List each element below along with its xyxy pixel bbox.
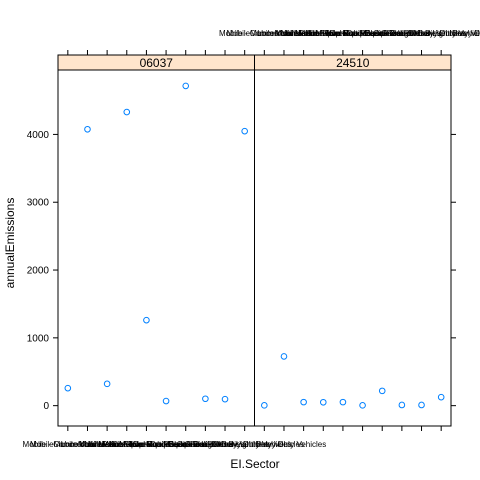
data-point xyxy=(319,398,327,406)
x-tick-label: Mobile - Aircraft xyxy=(79,440,135,449)
x-tick-label: Mobile - On-Road Gasoline Light Duty Veh… xyxy=(299,29,466,38)
x-tick-label: Mobile - On-Road Gasoline Heavy Duty Veh… xyxy=(119,440,292,449)
x-tick-label: Mobile - Commercial Marine Vessels xyxy=(219,29,349,38)
data-point xyxy=(418,401,425,409)
x-tick-label: Mobile - Non-Road Equipment - Gasoline xyxy=(250,29,397,38)
x-tick-label: Mobile - Non-Road Equipment - Diesel xyxy=(274,29,411,38)
x-tick-label: Mobile - On-Road Gasoline Light Duty Veh… xyxy=(102,440,269,449)
data-point xyxy=(437,393,445,401)
x-tick-label: Mobile - Non-Road Equipment - Other xyxy=(99,440,234,449)
x-tick-label: Mobile - Non-Road Equipment - Diesel xyxy=(78,440,215,449)
data-point xyxy=(378,387,386,395)
y-tick-label: 0 xyxy=(43,401,49,412)
panel-strip-label: 06037 xyxy=(140,56,174,70)
x-tick-label: Mobile - On-Road Diesel Heavy Duty Vehic… xyxy=(163,440,326,449)
data-point xyxy=(182,82,190,90)
data-point xyxy=(143,316,150,324)
data-point xyxy=(398,401,406,409)
x-tick-label: Mobile - Locomotives xyxy=(227,29,303,38)
x-tick-label: Mobile - Non-Road Equipment - Other xyxy=(295,29,430,38)
data-point xyxy=(123,108,131,116)
data-point xyxy=(221,395,229,403)
data-point xyxy=(339,398,347,406)
data-point xyxy=(300,398,307,406)
y-tick-label: 1000 xyxy=(27,333,50,344)
x-tick-label: Mobile - Aircraft xyxy=(276,29,332,38)
data-point xyxy=(202,395,209,403)
x-tick-label: Mobile - Locomotives xyxy=(30,440,106,449)
x-tick-label: Mobile - Non-Road Equipment - Gasoline xyxy=(54,440,201,449)
x-tick-label: Mobile - On-Road Diesel Light Duty Vehic… xyxy=(343,29,480,38)
x-tick-label: Mobile - On-Road Diesel Light Duty Vehic… xyxy=(146,440,304,449)
data-point xyxy=(64,384,72,392)
y-tick-label: 3000 xyxy=(27,198,50,209)
panel-frame xyxy=(254,69,452,427)
y-tick-label: 2000 xyxy=(27,266,50,277)
x-tick-label: Mobile - On-Road Diesel Heavy Duty Vehic… xyxy=(360,29,480,38)
data-point xyxy=(241,127,248,135)
x-tick-label: Mobile - Commercial Marine Vessels xyxy=(23,440,153,449)
data-point xyxy=(84,125,91,133)
panel-frame xyxy=(57,69,255,427)
data-point xyxy=(103,380,111,388)
data-point xyxy=(162,397,170,405)
data-point xyxy=(359,402,366,409)
panel-strip-label: 24510 xyxy=(336,56,370,70)
x-axis-title: EI.Sector xyxy=(230,457,279,471)
y-tick-label: 4000 xyxy=(27,130,50,141)
y-axis-title: annualEmissions xyxy=(3,198,17,289)
x-tick-label: Mobile - On-Road Gasoline Heavy Duty Veh… xyxy=(316,29,480,38)
data-point xyxy=(261,402,268,409)
data-point xyxy=(280,353,288,360)
